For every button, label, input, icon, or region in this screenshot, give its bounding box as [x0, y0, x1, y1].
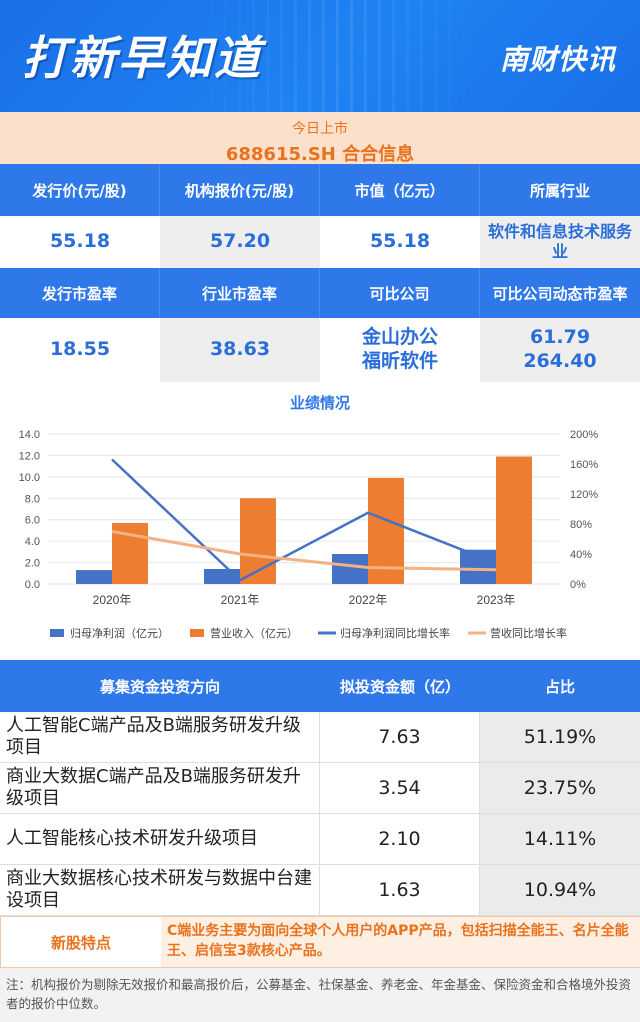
comparable-pe-cell: 61.79 264.40	[480, 318, 640, 382]
project-name: 商业大数据C端产品及B端服务研发升级项目	[0, 763, 320, 813]
comparable-company-2: 福昕软件	[361, 350, 438, 372]
table-row: 商业大数据C端产品及B端服务研发升级项目 3.54 23.75%	[0, 763, 640, 814]
y2-tick-label: 0%	[570, 579, 586, 591]
ipo-banner: 今日上市 688615.SH 合合信息	[0, 112, 640, 165]
ipo-subtitle: 今日上市	[292, 121, 348, 137]
legend-swatch	[50, 629, 64, 637]
brand-logo-text: 南财快讯	[499, 43, 616, 76]
fund-header-direction: 募集资金投资方向	[99, 677, 220, 696]
y2-tick-label: 80%	[570, 519, 592, 531]
project-ratio: 10.94%	[480, 865, 640, 915]
comparable-pe-2: 264.40	[523, 350, 597, 372]
legend-label: 营业收入（亿元）	[210, 626, 298, 640]
info-header-row-1: 发行价(元/股) 机构报价(元/股) 市值（亿元） 所属行业	[0, 164, 640, 216]
header-industry: 所属行业	[480, 164, 640, 216]
table-row: 人工智能C端产品及B端服务研发升级项目 7.63 51.19%	[0, 712, 640, 763]
features-text: C端业务主要为面向全球个人用户的APP产品，包括扫描全能王、名片全能王、启信宝3…	[161, 917, 640, 967]
project-amount: 1.63	[320, 865, 480, 915]
y-tick-label: 6.0	[25, 515, 40, 527]
features-label: 新股特点	[1, 917, 161, 967]
info-header-row-2: 发行市盈率 行业市盈率 可比公司 可比公司动态市盈率	[0, 268, 640, 318]
legend-label: 归母净利润同比增长率	[340, 626, 450, 640]
project-name: 人工智能核心技术研发升级项目	[0, 814, 320, 864]
project-ratio: 23.75%	[480, 763, 640, 813]
industry-pe-value: 38.63	[160, 318, 320, 382]
info-value-row-1: 55.18 57.20 55.18 软件和信息技术服务业	[0, 216, 640, 268]
project-amount: 7.63	[320, 712, 480, 762]
bar-net-profit	[332, 554, 368, 584]
performance-chart-section: 业绩情况 0.0 2.0 4.0 6.0 8.0 10.0 12.0 14.0 0% 40% 80%…	[0, 384, 640, 660]
performance-chart: 0.0 2.0 4.0 6.0 8.0 10.0 12.0 14.0 0% 40% 80% 120% 1…	[19, 429, 599, 640]
comparable-company-1: 金山办公	[361, 326, 438, 349]
footnote: 注：机构报价为剔除无效报价和最高报价后，公募基金、社保基金、养老金、年金基金、保…	[0, 968, 640, 1022]
y2-tick-label: 40%	[570, 549, 592, 561]
ipo-stock-name: 688615.SH 合合信息	[225, 144, 415, 165]
fund-header-ratio: 占比	[544, 677, 575, 696]
legend-swatch	[190, 629, 204, 637]
header-decoration	[0, 0, 640, 112]
y2-tick-label: 200%	[570, 429, 598, 441]
y-tick-label: 8.0	[25, 493, 40, 505]
issue-price-value: 55.18	[0, 216, 160, 268]
project-amount: 3.54	[320, 763, 480, 813]
y-tick-label: 2.0	[25, 558, 40, 570]
bar-revenue	[496, 456, 532, 584]
x-tick-label: 2020年	[93, 593, 132, 607]
x-tick-label: 2021年	[221, 593, 260, 607]
project-name: 商业大数据核心技术研发与数据中台建设项目	[0, 865, 320, 915]
header-title: 打新早知道	[22, 31, 262, 85]
project-amount: 2.10	[320, 814, 480, 864]
industry-value: 软件和信息技术服务业	[480, 216, 640, 268]
header-industry-pe: 行业市盈率	[160, 268, 320, 318]
header-issue-price: 发行价(元/股)	[0, 164, 160, 216]
header-comparables: 可比公司	[320, 268, 480, 318]
stock-features: 新股特点 C端业务主要为面向全球个人用户的APP产品，包括扫描全能王、名片全能王…	[0, 916, 640, 968]
y2-tick-label: 160%	[570, 459, 598, 471]
legend-label: 归母净利润（亿元）	[70, 626, 169, 640]
y-tick-label: 10.0	[19, 472, 40, 484]
y-tick-label: 4.0	[25, 536, 40, 548]
y2-tick-label: 120%	[570, 489, 598, 501]
info-value-row-2: 18.55 38.63 金山办公 福昕软件 61.79 264.40	[0, 318, 640, 382]
chart-title: 业绩情况	[289, 394, 350, 412]
x-tick-label: 2023年	[477, 593, 516, 607]
project-ratio: 14.11%	[480, 814, 640, 864]
header-banner: 打新早知道 南财快讯	[0, 0, 640, 112]
line-net-profit-growth	[111, 458, 497, 582]
institution-quote-value: 57.20	[160, 216, 320, 268]
y-tick-label: 0.0	[25, 579, 40, 591]
y-tick-label: 12.0	[19, 450, 40, 462]
header-issue-pe: 发行市盈率	[0, 268, 160, 318]
market-cap-value: 55.18	[320, 216, 480, 268]
table-row: 商业大数据核心技术研发与数据中台建设项目 1.63 10.94%	[0, 865, 640, 916]
project-ratio: 51.19%	[480, 712, 640, 762]
header-market-cap: 市值（亿元）	[320, 164, 480, 216]
table-row: 人工智能核心技术研发升级项目 2.10 14.11%	[0, 814, 640, 865]
legend-label: 营收同比增长率	[490, 626, 567, 640]
comparables-cell: 金山办公 福昕软件	[320, 318, 480, 382]
project-name: 人工智能C端产品及B端服务研发升级项目	[0, 712, 320, 762]
fund-table: 募集资金投资方向 拟投资金额（亿） 占比 人工智能C端产品及B端服务研发升级项目…	[0, 660, 640, 916]
bar-net-profit	[76, 570, 112, 584]
y-tick-label: 14.0	[19, 429, 40, 441]
comparable-pe-1: 61.79	[529, 326, 591, 349]
fund-header-amount: 拟投资金额（亿）	[339, 677, 460, 696]
header-comparable-pe: 可比公司动态市盈率	[480, 268, 640, 318]
x-tick-label: 2022年	[349, 593, 388, 607]
header-institution-quote: 机构报价(元/股)	[160, 164, 320, 216]
line-revenue-growth	[111, 530, 497, 572]
fund-table-header: 募集资金投资方向 拟投资金额（亿） 占比	[0, 660, 640, 712]
issue-pe-value: 18.55	[0, 318, 160, 382]
